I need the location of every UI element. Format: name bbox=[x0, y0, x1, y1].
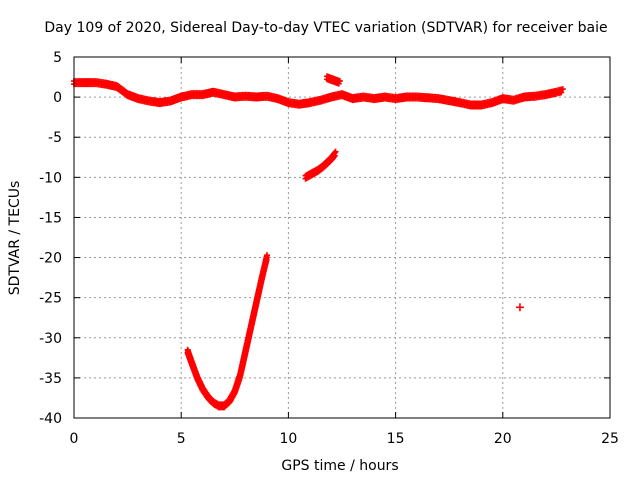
y-tick-label: 0 bbox=[53, 90, 62, 106]
y-tick-label: 5 bbox=[53, 50, 62, 66]
data-point bbox=[336, 78, 343, 85]
data-layer bbox=[71, 73, 566, 411]
x-tick-label: 0 bbox=[70, 431, 79, 447]
series-upper-segment bbox=[323, 73, 343, 87]
data-point bbox=[263, 252, 270, 259]
data-point bbox=[331, 152, 338, 159]
series-deep-dip bbox=[184, 252, 270, 411]
ticks: 0 5 10 15 20 25 5 0 -5 -10 -15 -20 -25 -30 -35 -40 bbox=[39, 50, 619, 447]
x-axis-label: GPS time / hours bbox=[281, 458, 398, 474]
data-point bbox=[330, 153, 337, 160]
series-near-zero-band bbox=[71, 78, 566, 110]
data-point bbox=[515, 303, 524, 312]
y-tick-label: -20 bbox=[39, 251, 62, 267]
grid bbox=[74, 57, 610, 418]
x-tick-label: 10 bbox=[279, 431, 297, 447]
data-point bbox=[332, 148, 339, 155]
y-axis-label: SDTVAR / TECUs bbox=[7, 181, 23, 296]
plot-frame bbox=[73, 56, 611, 419]
y-tick-label: -30 bbox=[39, 331, 62, 347]
x-tick-label: 25 bbox=[601, 431, 619, 447]
series-isolated-point bbox=[515, 303, 524, 312]
y-tick-label: -15 bbox=[39, 210, 62, 226]
data-point bbox=[558, 89, 565, 96]
y-tick-label: -25 bbox=[39, 291, 62, 307]
y-tick-label: -5 bbox=[48, 130, 62, 146]
y-tick-label: -35 bbox=[39, 371, 62, 387]
chart-title: Day 109 of 2020, Sidereal Day-to-day VTE… bbox=[44, 20, 607, 36]
y-tick-label: -40 bbox=[39, 411, 62, 427]
x-tick-label: 20 bbox=[494, 431, 512, 447]
x-tick-label: 15 bbox=[387, 431, 405, 447]
y-tick-label: -10 bbox=[39, 170, 62, 186]
data-point bbox=[559, 86, 566, 93]
x-tick-label: 5 bbox=[177, 431, 186, 447]
series-rising-arc bbox=[302, 148, 339, 182]
